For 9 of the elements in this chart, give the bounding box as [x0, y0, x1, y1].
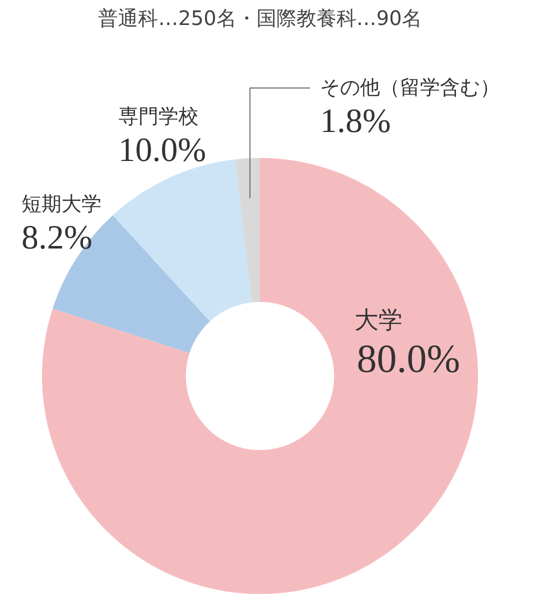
data-label: 8.2% — [22, 219, 92, 256]
slice-label: 短期大学 — [22, 193, 102, 216]
data-label: 10.0% — [118, 132, 206, 170]
slice-label: 専門学校 — [118, 106, 198, 128]
data-label: 1.8% — [320, 103, 391, 140]
data-label: 80.0% — [356, 336, 460, 381]
chart-title: 普通科…250名・国際教養科…90名 — [98, 6, 422, 30]
slice-label: その他（留学含む） — [320, 77, 500, 99]
slice-label: 大学 — [354, 308, 402, 334]
